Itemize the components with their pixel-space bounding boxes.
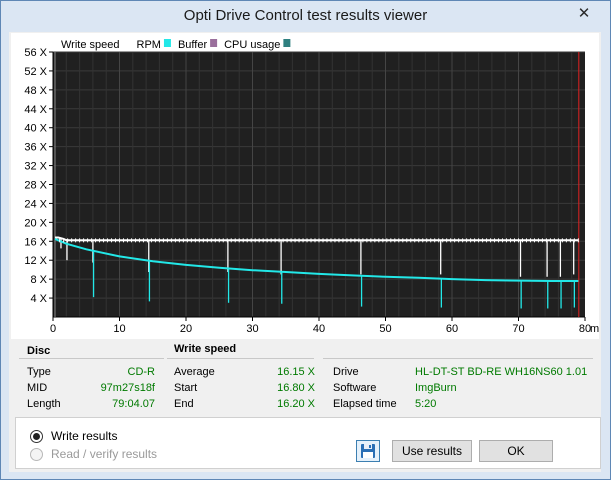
- y-tick-label: 40 X: [24, 123, 47, 135]
- y-tick-label: 24 X: [24, 198, 47, 210]
- y-tick-label: 20 X: [24, 217, 47, 229]
- x-tick-label: 70: [512, 323, 524, 335]
- save-button[interactable]: [356, 440, 380, 462]
- disc-type-value: CD-R: [127, 366, 156, 378]
- client-area: Write speed RPM Buffer CPU usage 4 X 8 X 12 X 1…: [9, 32, 601, 472]
- legend-label-2: Buffer: [178, 39, 207, 51]
- start-speed-value: 16.80 X: [277, 382, 315, 394]
- read-verify-results-label[interactable]: Read / verify results: [51, 447, 158, 461]
- y-tick-label: 16 X: [24, 236, 47, 248]
- disc-length-label: Length: [27, 398, 61, 410]
- end-speed-value: 16.20 X: [277, 398, 315, 410]
- y-tick-label: 36 X: [24, 142, 47, 154]
- legend-swatch-0: [122, 39, 130, 47]
- use-results-button[interactable]: Use results: [392, 440, 472, 462]
- end-speed-label: End: [174, 398, 194, 410]
- y-tick-label: 4 X: [30, 293, 47, 305]
- disc-mid-value: 97m27s18f: [100, 382, 155, 394]
- x-tick-label: 30: [246, 323, 258, 335]
- start-speed-label: Start: [174, 382, 198, 394]
- disc-length-value: 79:04.07: [112, 398, 155, 410]
- legend-label-0: Write speed: [61, 39, 120, 51]
- y-tick-label: 28 X: [24, 180, 47, 192]
- write-speed-chart: Write speed RPM Buffer CPU usage 4 X 8 X 12 X 1…: [11, 33, 599, 339]
- results-options-panel: Write results Read / verify results Use …: [15, 417, 601, 469]
- read-verify-results-radio[interactable]: [30, 448, 43, 461]
- x-tick-label: 10: [113, 323, 125, 335]
- disc-header: Disc: [27, 345, 51, 357]
- x-axis-unit-label: min: [590, 323, 599, 335]
- y-tick-label: 48 X: [24, 85, 47, 97]
- drive-divider: [323, 358, 593, 359]
- ok-button[interactable]: OK: [479, 440, 553, 462]
- write-speed-header: Write speed: [174, 343, 237, 355]
- close-button[interactable]: ✕: [577, 5, 591, 22]
- x-tick-label: 60: [446, 323, 458, 335]
- series-line-rpm: [54, 237, 579, 282]
- floppy-disk-icon: [361, 444, 375, 458]
- y-tick-label: 32 X: [24, 161, 47, 173]
- legend-swatch-1: [163, 39, 171, 47]
- window-title: Opti Drive Control test results viewer: [183, 7, 428, 24]
- y-tick-label: 12 X: [24, 255, 47, 267]
- legend-swatch-3: [283, 39, 291, 47]
- elapsed-time-label: Elapsed time: [333, 398, 397, 410]
- write-speed-divider: [167, 358, 314, 359]
- y-tick-label: 44 X: [24, 104, 47, 116]
- x-tick-label: 80: [579, 323, 591, 335]
- x-tick-label: 0: [50, 323, 56, 335]
- drive-value: HL-DT-ST BD-RE WH16NS60 1.01: [415, 366, 588, 378]
- disc-mid-label: MID: [27, 382, 48, 394]
- y-tick-label: 52 X: [24, 66, 47, 78]
- elapsed-time-value: 5:20: [415, 398, 437, 410]
- write-results-radio[interactable]: [30, 430, 43, 443]
- series-line-write-speed: [55, 236, 579, 242]
- x-tick-label: 20: [180, 323, 192, 335]
- disc-type-label: Type: [27, 366, 51, 378]
- drive-label: Drive: [333, 366, 359, 378]
- write-results-label[interactable]: Write results: [51, 429, 118, 443]
- software-value: ImgBurn: [415, 382, 457, 394]
- software-label: Software: [333, 382, 377, 394]
- legend-swatch-2: [210, 39, 218, 47]
- average-speed-value: 16.15 X: [277, 366, 315, 378]
- x-tick-label: 50: [379, 323, 391, 335]
- y-tick-label: 8 X: [30, 274, 47, 286]
- legend-label-1: RPM: [137, 39, 161, 51]
- x-tick-label: 40: [313, 323, 325, 335]
- title-bar: Opti Drive Control test results viewer ✕: [1, 1, 610, 32]
- disc-divider: [19, 358, 164, 359]
- y-tick-label: 56 X: [24, 47, 47, 59]
- legend-label-3: CPU usage: [224, 39, 280, 51]
- average-speed-label: Average: [174, 366, 215, 378]
